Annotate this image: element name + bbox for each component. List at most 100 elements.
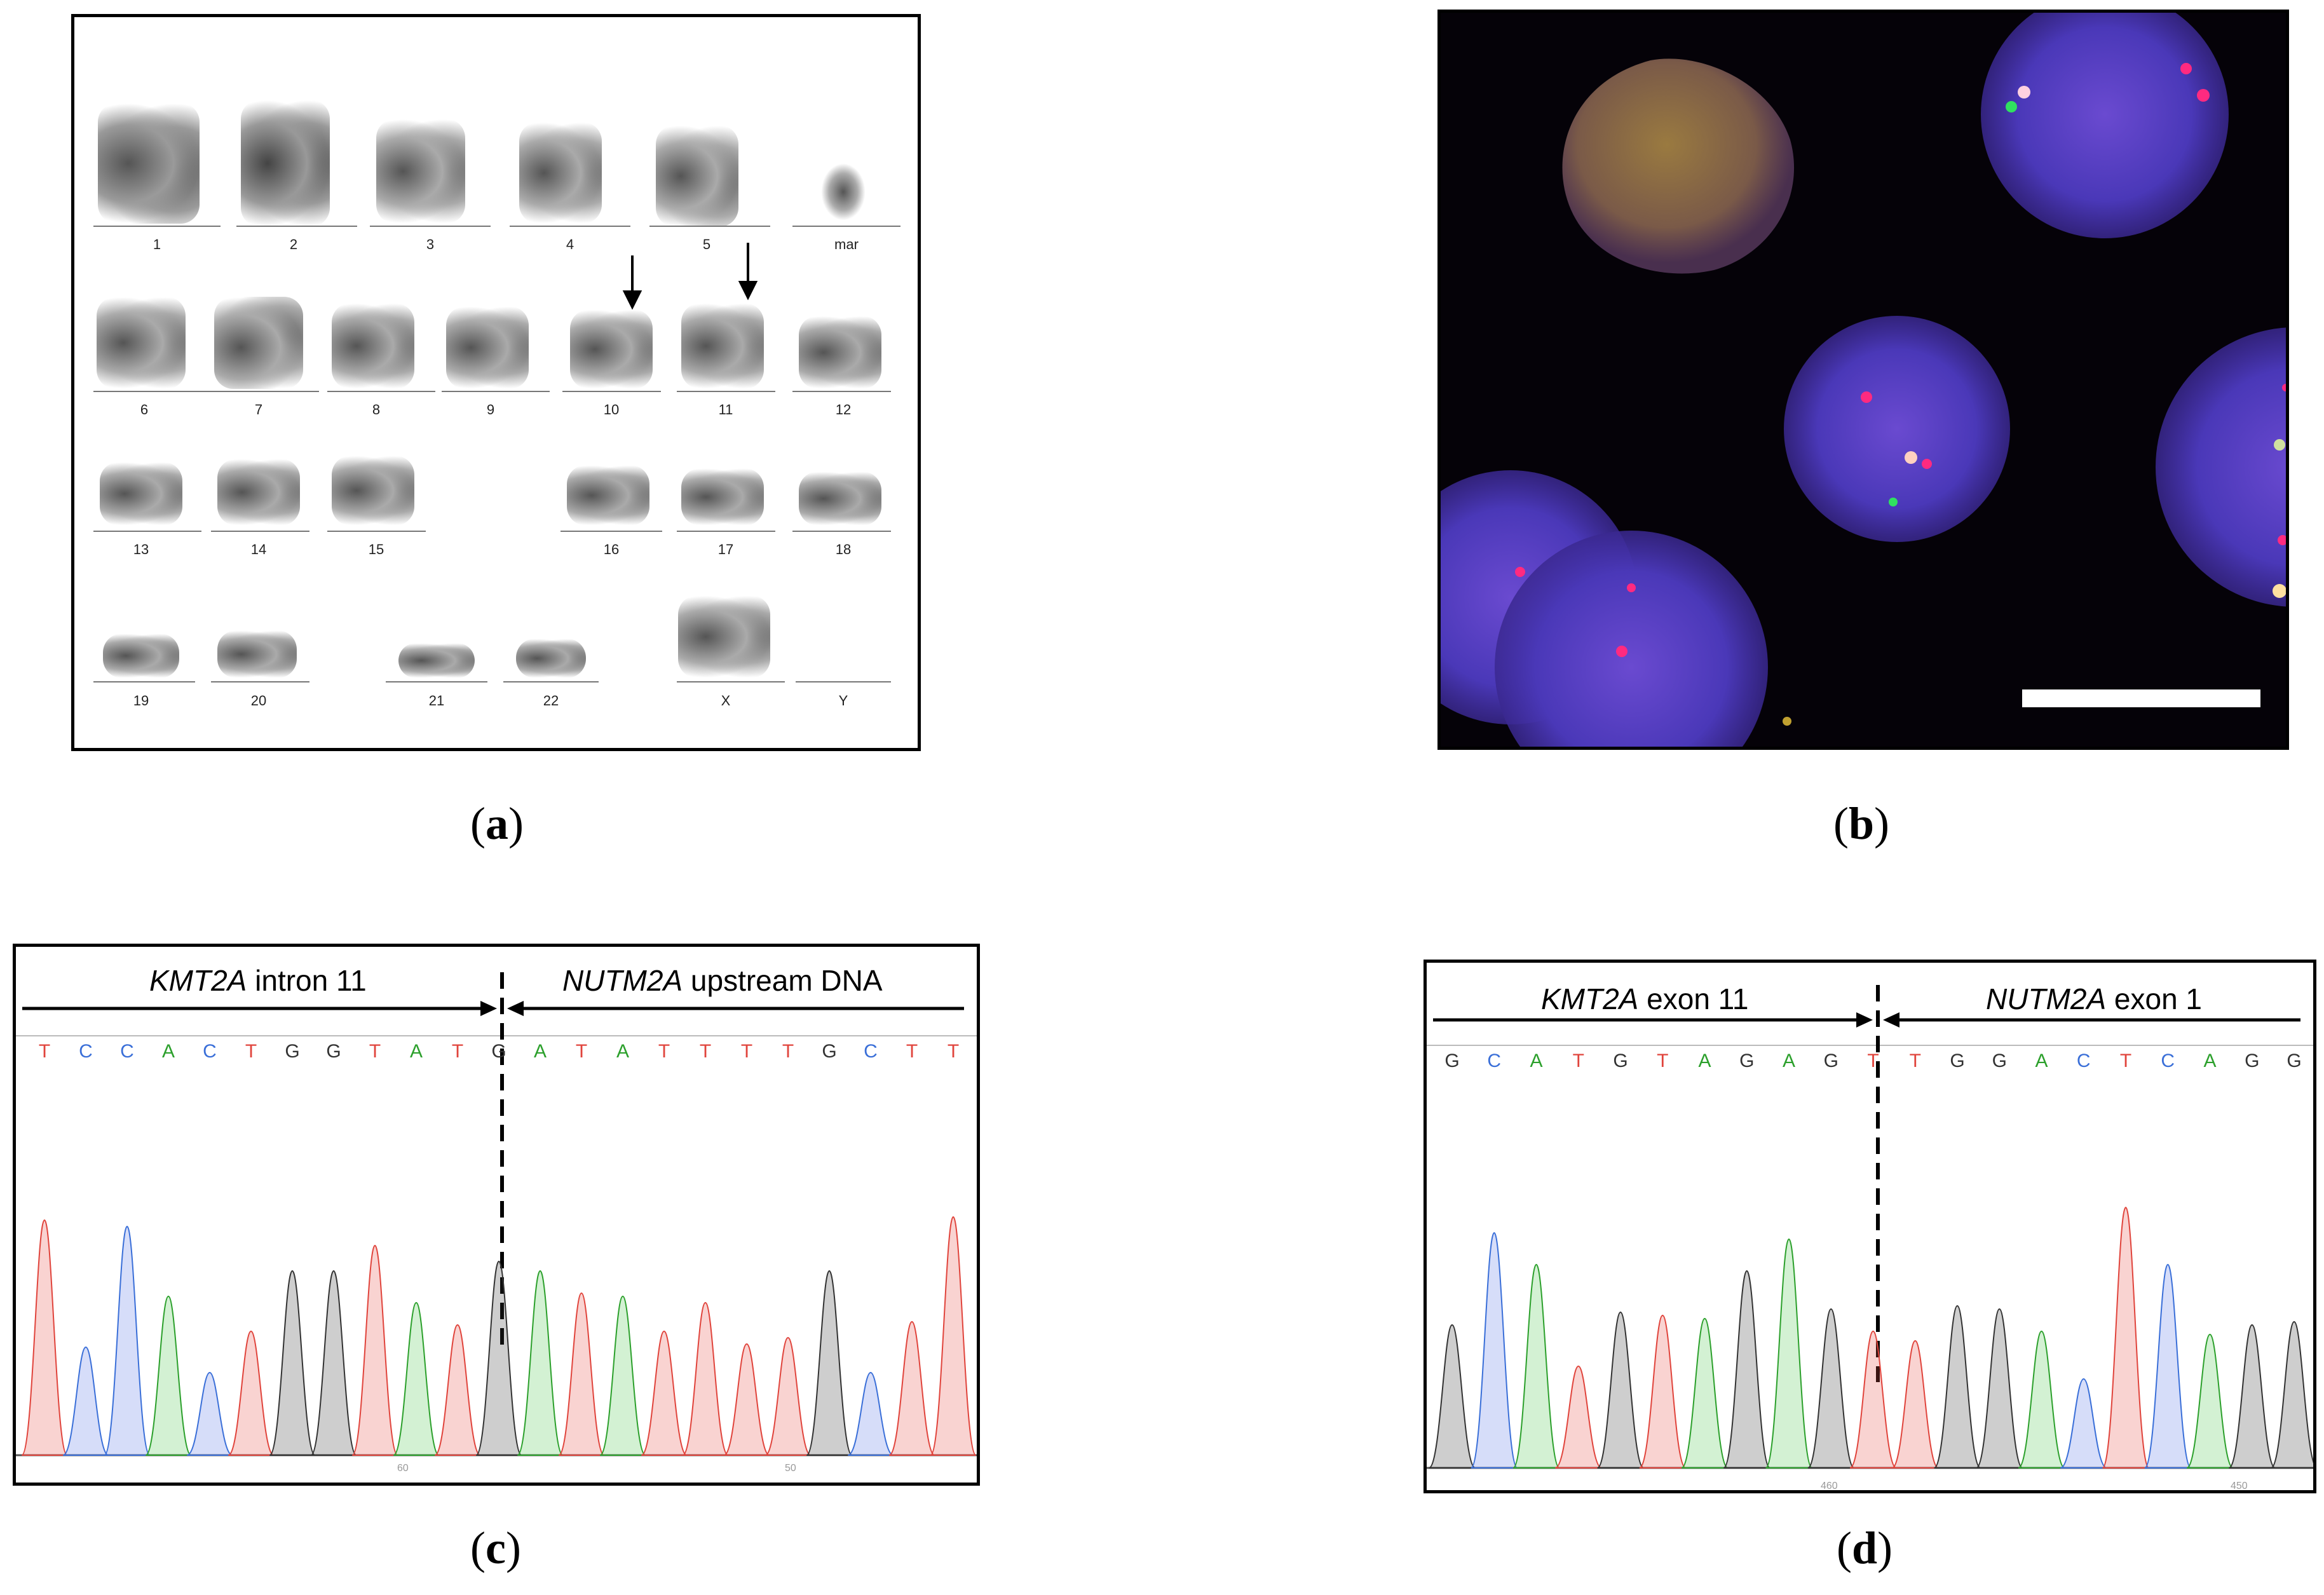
base-call: T (369, 1041, 381, 1062)
base-call: T (947, 1041, 960, 1062)
chromosome (567, 465, 649, 526)
chromosome-label: 10 (603, 402, 620, 417)
chromosome (103, 634, 179, 678)
base-call: A (1698, 1050, 1711, 1071)
cell-nucleus (1981, 13, 2229, 238)
trace-peak (2186, 1333, 2234, 1469)
arrow-down-icon (622, 255, 642, 310)
trace-peak (2228, 1324, 2276, 1469)
chromosome (678, 595, 770, 678)
trace-peak (847, 1371, 894, 1456)
trace-peak (228, 1330, 275, 1456)
chromosome-label: 20 (250, 693, 267, 709)
base-call: A (409, 1041, 423, 1062)
chromosome-label: 1 (153, 236, 161, 252)
trace-peak (682, 1301, 729, 1456)
chromosome (217, 459, 300, 526)
chromosome (821, 163, 866, 221)
chromosome-label: 22 (543, 693, 559, 709)
trace-peak (930, 1216, 977, 1456)
trace-peak (888, 1320, 935, 1456)
chromosome-label: 18 (835, 541, 852, 557)
chromosome-label: 15 (368, 541, 384, 557)
base-call: G (285, 1041, 300, 1062)
position-tick: 50 (785, 1463, 796, 1474)
base-call: T (245, 1041, 257, 1062)
trace-peak (351, 1244, 398, 1456)
chromosome (681, 303, 764, 389)
base-call: G (2245, 1050, 2260, 1071)
trace-peak (21, 1219, 68, 1456)
chromosome (217, 630, 297, 678)
base-call: T (1867, 1050, 1879, 1071)
chromosome-label: 11 (718, 402, 733, 417)
trace-peak (723, 1343, 770, 1456)
panel-label-d: (d) (1837, 1523, 1893, 1573)
chromosome (681, 468, 764, 526)
trace-peak (2102, 1206, 2150, 1469)
chromosome-label: 6 (140, 402, 149, 417)
base-call: G (1444, 1050, 1460, 1071)
base-call: A (2203, 1050, 2217, 1071)
chromosome (519, 122, 602, 224)
scale-bar (2022, 689, 2260, 707)
trace-peak (558, 1292, 605, 1456)
trace-peak (517, 1270, 564, 1456)
chromatogram-d (1427, 985, 2313, 1469)
chromosome-label: 17 (717, 541, 734, 557)
chromosome-label: 8 (372, 402, 381, 417)
trace-peak (1470, 1232, 1518, 1469)
chromosome-label: 7 (254, 402, 263, 417)
trace-peak (1891, 1340, 1939, 1469)
base-call: G (326, 1041, 341, 1062)
panel-label-c: (c) (470, 1523, 521, 1573)
trace-peak (1554, 1365, 1602, 1469)
karyotype-panel: 1 2 3 4 5 mar 6 7 8 9 10 11 12 13 14 15 … (71, 14, 921, 751)
base-call: T (451, 1041, 464, 1062)
base-call: A (2035, 1050, 2048, 1071)
chromosome-label: 5 (702, 236, 711, 252)
chromosome (446, 306, 529, 389)
trace-peak (393, 1301, 440, 1456)
chromosome-label: 12 (835, 402, 852, 417)
base-call: G (822, 1041, 837, 1062)
chromosome-label: 2 (289, 236, 298, 252)
trace-peak (599, 1295, 646, 1456)
base-call: C (864, 1041, 878, 1062)
chromosome (799, 316, 881, 389)
trace-peak (310, 1270, 357, 1456)
chromosome (799, 472, 881, 526)
base-call: G (1950, 1050, 1965, 1071)
base-call: T (658, 1041, 670, 1062)
chromosome (214, 297, 303, 389)
base-call: G (2287, 1050, 2302, 1071)
base-call: C (120, 1041, 134, 1062)
chromosome (98, 103, 200, 224)
chromatogram-panel-c: KMT2A intron 11 NUTM2A upstream DNA T C C A… (13, 944, 980, 1486)
base-call: G (1613, 1050, 1628, 1071)
chromosome-label: 3 (426, 236, 435, 252)
trace-peak (1765, 1238, 1813, 1469)
chromosome (398, 643, 475, 678)
chromatogram-panel-d: KMT2A exon 11 NUTM2A exon 1 G C A T G T A G A G T T… (1424, 960, 2316, 1493)
trace-peak (1429, 1324, 1476, 1469)
chromosome-label: 16 (603, 541, 620, 557)
trace-peak (2018, 1330, 2065, 1469)
fish-signals (1515, 63, 2286, 726)
cell-nucleus (1562, 58, 1795, 274)
arrow-down-icon (738, 243, 758, 301)
chromosome-label: 13 (133, 541, 149, 557)
trace-peak (1681, 1317, 1729, 1469)
chromosome-label: 14 (250, 541, 267, 557)
chromosome (570, 309, 653, 389)
base-call: T (38, 1041, 51, 1062)
fish-image-panel (1437, 10, 2289, 750)
trace-peak (145, 1295, 192, 1456)
trace-peak (186, 1371, 233, 1456)
chromosome-label: 21 (428, 693, 445, 709)
trace-peak (269, 1270, 316, 1456)
position-tick: 460 (1821, 1481, 1838, 1491)
base-call: A (1530, 1050, 1543, 1071)
trace-peak (806, 1270, 853, 1456)
base-call: A (1782, 1050, 1795, 1071)
